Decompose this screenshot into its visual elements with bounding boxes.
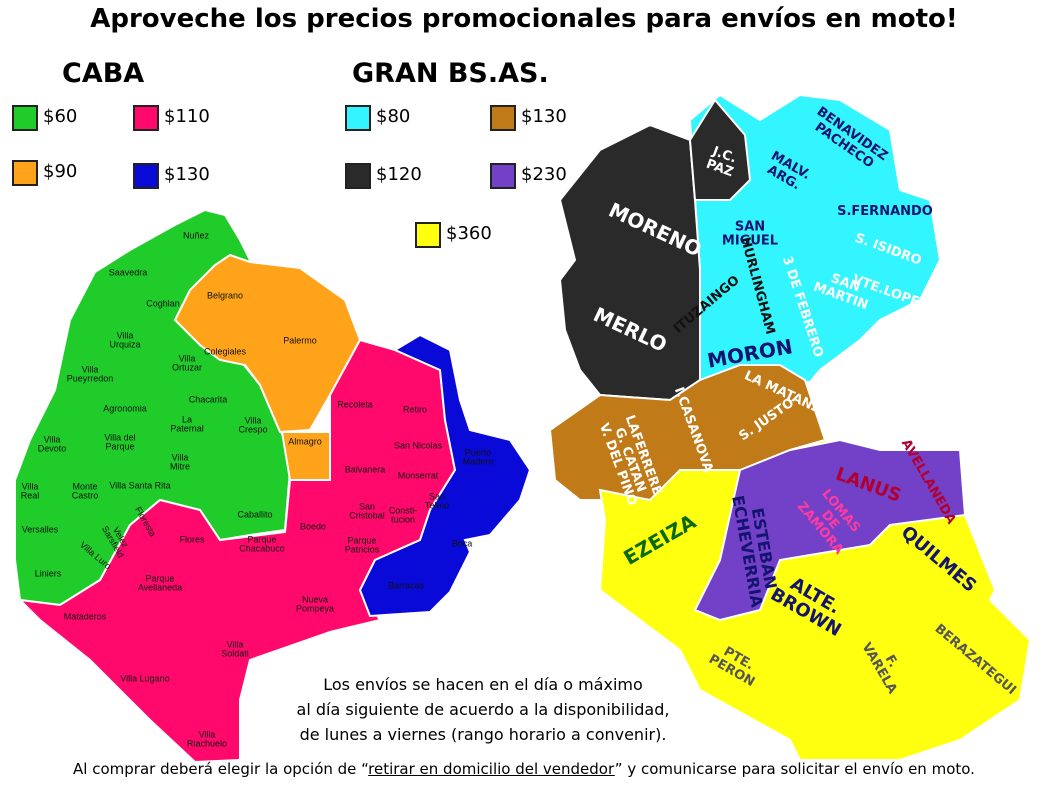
region-label: Chacarita bbox=[188, 394, 228, 405]
region-label: SAN MIGUEL bbox=[721, 219, 779, 248]
region-label: Barracas bbox=[387, 580, 425, 591]
legend-swatch bbox=[490, 163, 516, 189]
region-label: Caballito bbox=[237, 509, 273, 520]
region-label: Parque Chacabuco bbox=[239, 534, 285, 554]
legend-label: $130 bbox=[164, 164, 210, 185]
region-label: Liniers bbox=[34, 568, 62, 579]
region-label: Recoleta bbox=[337, 399, 373, 410]
legend-label: $90 bbox=[43, 161, 78, 182]
region-label: Monte Castro bbox=[71, 481, 99, 501]
legend-swatch bbox=[133, 105, 159, 131]
note-line: Los envíos se hacen en el día o máximo bbox=[323, 675, 643, 694]
region-label: Villa Riachuelo bbox=[186, 729, 228, 749]
legend-swatch bbox=[12, 105, 38, 131]
region-label: Villa Lugano bbox=[120, 673, 170, 684]
region-label: Parque Patricios bbox=[344, 535, 380, 555]
region-label: Coghlan bbox=[146, 298, 180, 309]
legend-title: CABA bbox=[62, 58, 145, 89]
legend-swatch bbox=[345, 163, 371, 189]
gba-map bbox=[548, 93, 1032, 761]
legend-label: $80 bbox=[376, 106, 411, 127]
region-label: Nuñez bbox=[182, 230, 210, 241]
legend-label: $130 bbox=[521, 106, 567, 127]
region-label: Consti- tucion bbox=[388, 505, 418, 525]
region-label: Versalles bbox=[21, 524, 59, 535]
region-label: Saavedra bbox=[108, 267, 148, 278]
zone-blue bbox=[358, 333, 532, 618]
zone-dark bbox=[688, 98, 752, 201]
region-label: Mataderos bbox=[63, 611, 107, 622]
region-label: Balvanera bbox=[344, 464, 386, 475]
zone-dark bbox=[558, 123, 701, 402]
title: Aproveche los precios promocionales para… bbox=[90, 4, 958, 34]
region-label: San Telmo bbox=[424, 491, 450, 511]
legend-label: $120 bbox=[376, 164, 422, 185]
footer-before: Al comprar deberá elegir la opción de “ bbox=[73, 760, 369, 778]
region-label: Almagro bbox=[288, 436, 322, 447]
legend-swatch bbox=[490, 105, 516, 131]
region-label: Monserrat bbox=[397, 470, 439, 481]
region-label: Retiro bbox=[402, 404, 428, 415]
legend-label: $360 bbox=[446, 223, 492, 244]
region-label: La Paternal bbox=[170, 414, 204, 434]
footer: Al comprar deberá elegir la opción de “r… bbox=[0, 760, 1048, 778]
region-label: Colegiales bbox=[203, 346, 247, 357]
region-label: Agronomia bbox=[103, 403, 147, 414]
footer-link: retirar en domicilio del vendedor bbox=[368, 760, 615, 778]
region-label: Boca bbox=[451, 538, 473, 549]
region-label: Palermo bbox=[283, 335, 317, 346]
region-label: Villa Urquiza bbox=[109, 330, 141, 350]
region-label: Villa Real bbox=[20, 481, 40, 501]
region-label: Villa Santa Rita bbox=[109, 480, 171, 491]
region-label: Villa Soldati bbox=[221, 639, 249, 659]
region-label: Villa Crespo bbox=[238, 415, 268, 435]
legend-swatch bbox=[415, 222, 441, 248]
caba-map bbox=[14, 208, 532, 764]
region-label: Villa Devoto bbox=[37, 434, 67, 454]
region-label: Flores bbox=[179, 534, 205, 545]
region-label: Parque Avellaneda bbox=[137, 573, 183, 593]
region-label: Villa Mitre bbox=[170, 452, 190, 472]
legend-title: GRAN BS.AS. bbox=[352, 58, 549, 89]
region-label: Nueva Pompeya bbox=[295, 594, 335, 614]
region-label: Villa Pueyrredon bbox=[66, 364, 114, 384]
zone-purple bbox=[693, 438, 967, 622]
region-label: Puerto Madero bbox=[462, 447, 494, 467]
legend-swatch bbox=[12, 160, 38, 186]
legend-swatch bbox=[133, 163, 159, 189]
region-label: Belgrano bbox=[206, 290, 244, 301]
note-line: al día siguiente de acuerdo a la disponi… bbox=[296, 700, 670, 719]
legend-label: $110 bbox=[164, 106, 210, 127]
footer-after: ” y comunicarse para solicitar el envío … bbox=[614, 760, 975, 778]
region-label: Boedo bbox=[299, 521, 327, 532]
legend-label: $230 bbox=[521, 164, 567, 185]
region-label: S.FERNANDO bbox=[837, 204, 933, 220]
legend-label: $60 bbox=[43, 106, 78, 127]
region-label: San Nicolas bbox=[393, 440, 443, 451]
region-label: San Cristobal bbox=[349, 501, 385, 521]
legend-swatch bbox=[345, 105, 371, 131]
note-line: de lunes a viernes (rango horario a conv… bbox=[299, 725, 667, 744]
region-label: Villa del Parque bbox=[104, 432, 136, 452]
region-label: Villa Ortuzar bbox=[171, 353, 203, 373]
